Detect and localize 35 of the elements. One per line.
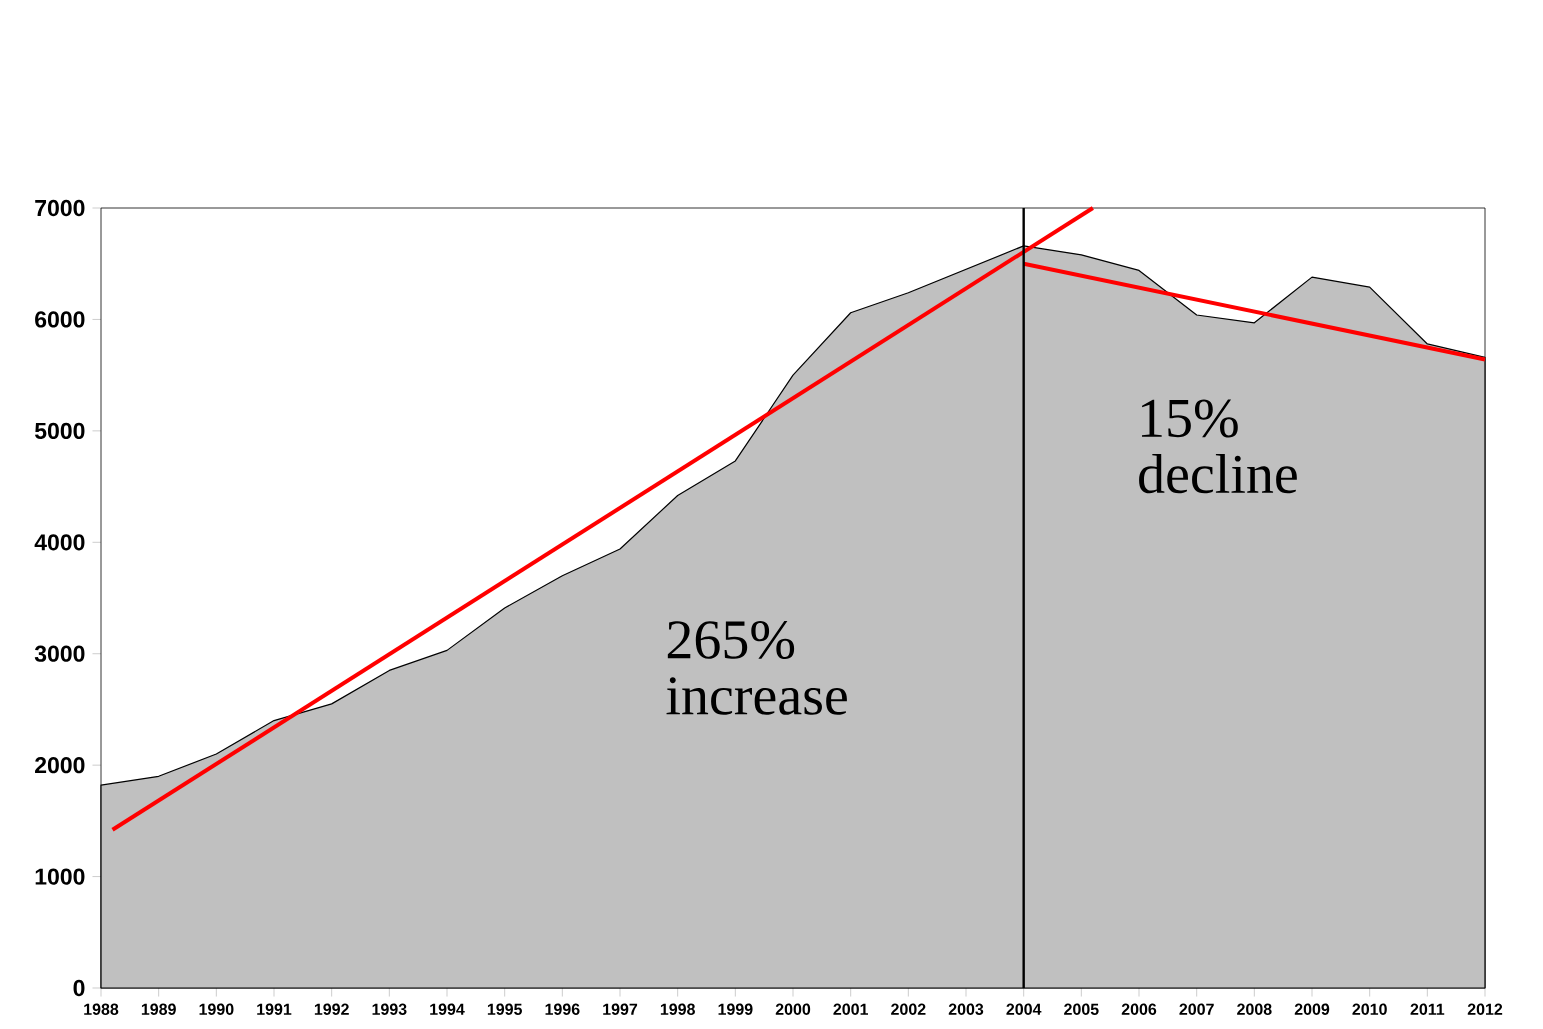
x-tick-label: 2007 — [1179, 1003, 1214, 1015]
x-tick-label: 1996 — [545, 1003, 580, 1015]
y-tick-label: 2000 — [35, 757, 85, 774]
x-tick-label: 2000 — [775, 1003, 811, 1015]
x-tick-label: 2012 — [1467, 1003, 1503, 1015]
x-tick-label: 1990 — [199, 1003, 234, 1015]
x-tick-label: 2011 — [1410, 1003, 1445, 1015]
x-tick-label: 2006 — [1121, 1003, 1157, 1015]
y-tick-label: 0 — [73, 979, 85, 997]
x-tick-label: 2008 — [1237, 1003, 1272, 1015]
y-tick-label: 4000 — [34, 534, 85, 551]
x-tick-label: 1997 — [603, 1003, 638, 1015]
x-tick-label: 2005 — [1064, 1003, 1099, 1015]
annotation: 15% decline — [1139, 399, 1297, 494]
x-tick-label: 1999 — [718, 1003, 753, 1015]
x-tick-label: 1998 — [660, 1003, 695, 1015]
x-tick-label: 1995 — [487, 1003, 522, 1015]
x-tick-label: 1992 — [314, 1003, 349, 1015]
x-tick-label: 2004 — [1006, 1003, 1042, 1015]
x-tick-label: 1991 — [257, 1003, 292, 1015]
x-tick-label: 2001 — [833, 1003, 868, 1015]
y-tick-label: 7000 — [35, 199, 85, 217]
x-tick-label: 2009 — [1294, 1003, 1330, 1015]
y-tick-label: 3000 — [34, 645, 85, 662]
y-tick-label: 5000 — [34, 422, 85, 440]
x-tick-label: 1988 — [84, 1003, 119, 1015]
y-tick-label: 1000 — [35, 868, 85, 885]
x-tick-label: 2002 — [891, 1003, 926, 1015]
x-tick-label: 1993 — [372, 1003, 407, 1015]
x-tick-label: 1994 — [430, 1003, 465, 1015]
x-tick-label: 1989 — [141, 1003, 176, 1015]
x-tick-label: 2010 — [1352, 1003, 1387, 1015]
x-tick-label: 2003 — [948, 1003, 984, 1015]
annotation: 265% increase — [666, 621, 847, 715]
y-tick-label: 6000 — [35, 311, 85, 328]
